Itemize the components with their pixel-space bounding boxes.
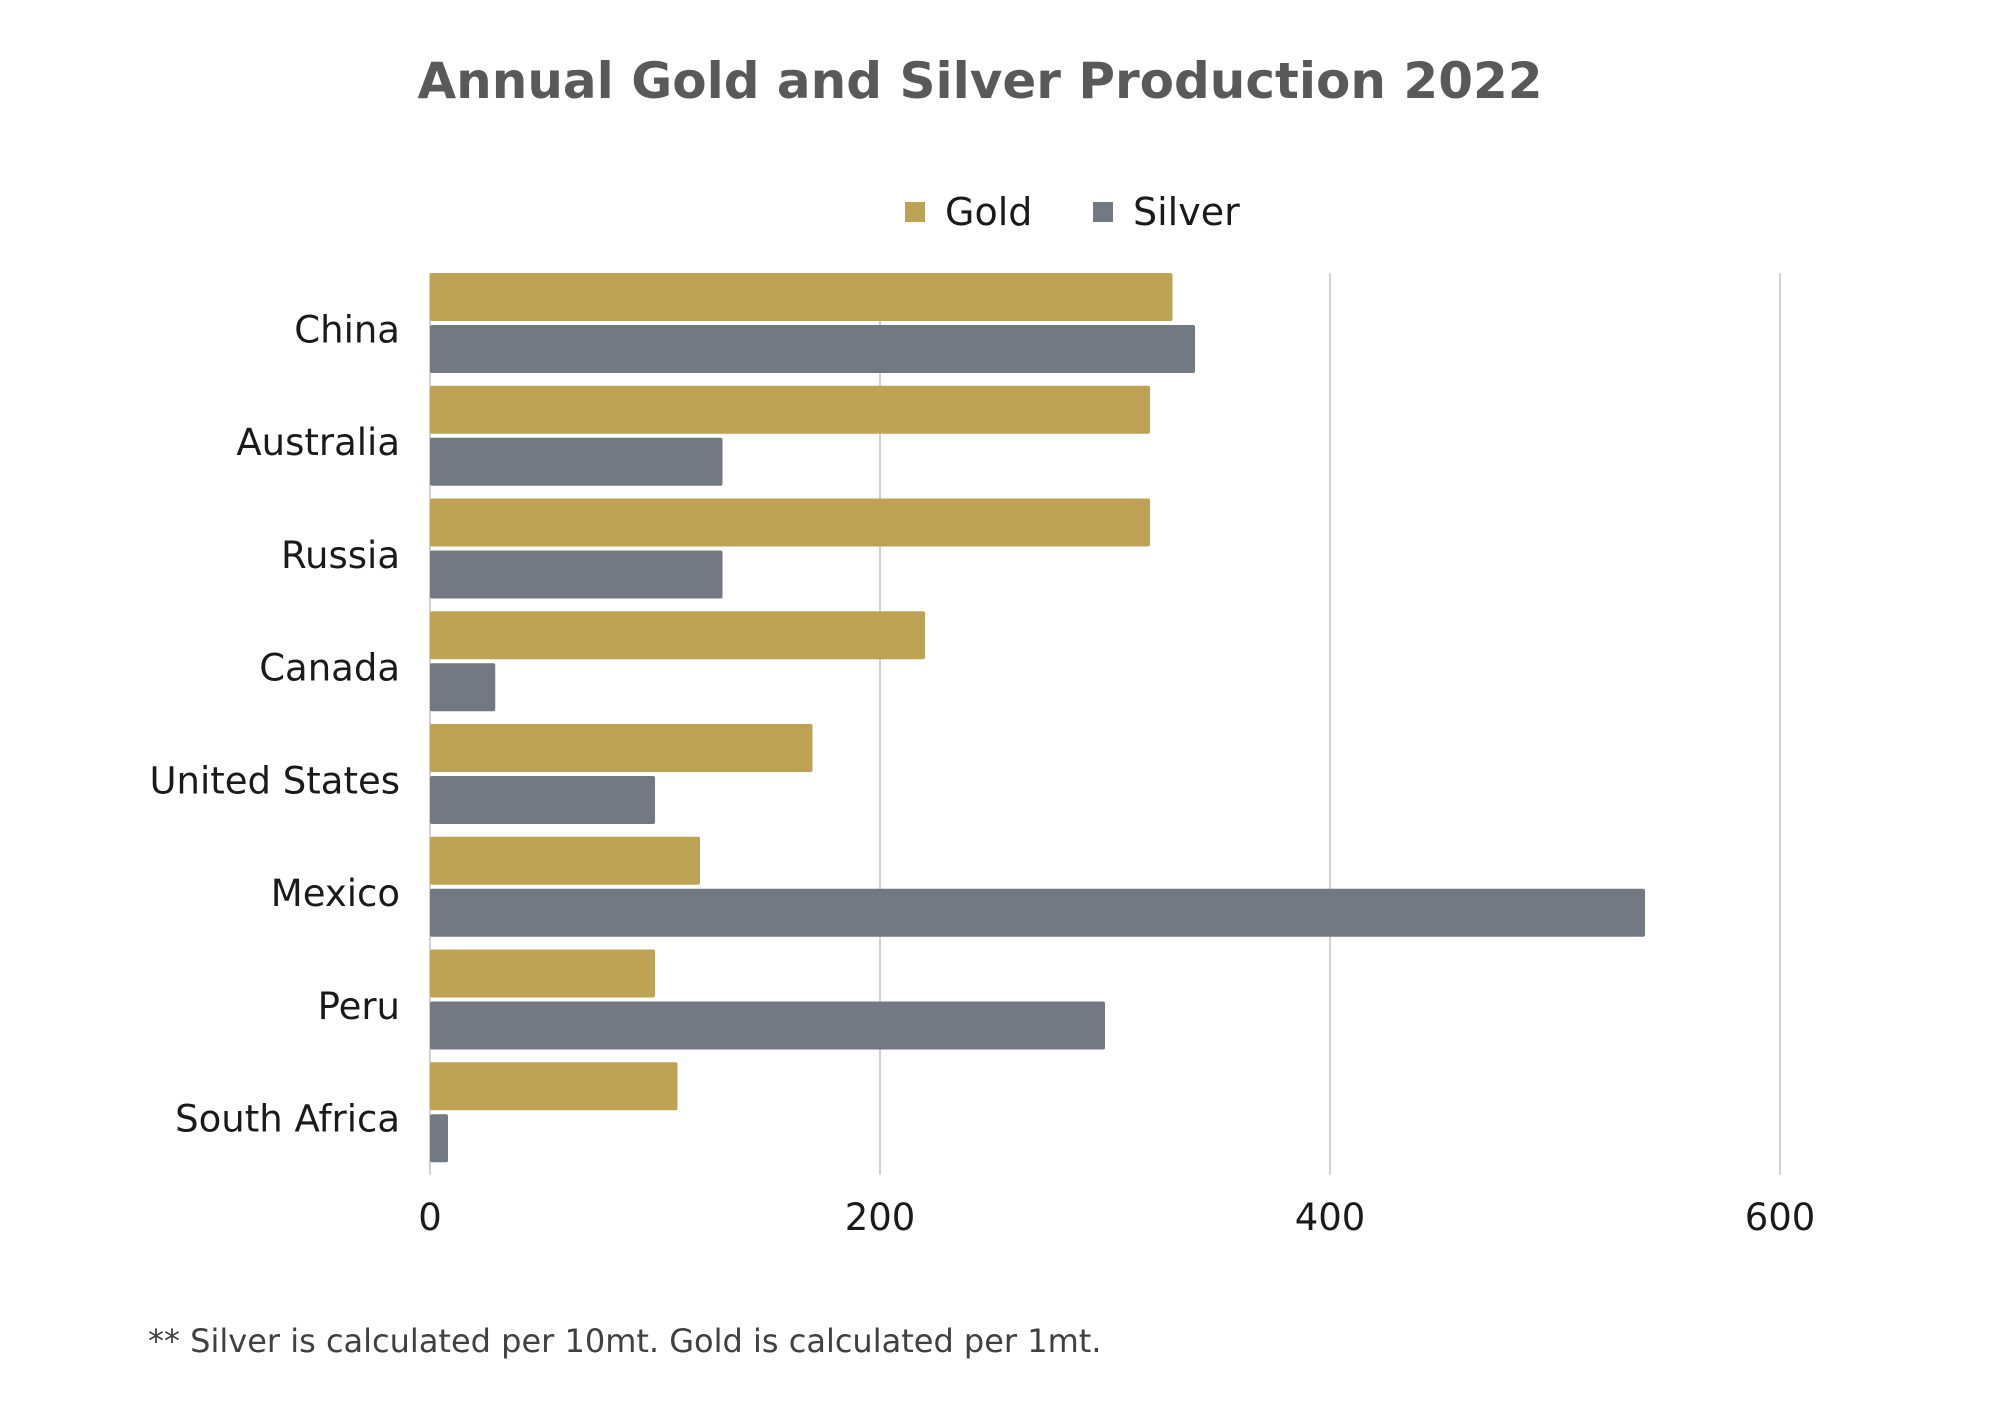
- x-tick-label: 200: [845, 1196, 916, 1239]
- legend-label-gold: Gold: [945, 190, 1032, 234]
- bar-gold-russia: [430, 498, 1150, 547]
- legend-label-silver: Silver: [1133, 190, 1240, 234]
- category-label: United States: [149, 759, 400, 802]
- bar-gold-australia: [430, 385, 1150, 434]
- bar-gold-united-states: [430, 724, 813, 772]
- legend: Gold Silver: [905, 190, 1240, 234]
- bars: [430, 273, 1645, 1163]
- chart-title: Annual Gold and Silver Production 2022: [417, 52, 1543, 110]
- bar-silver-china: [430, 325, 1195, 373]
- bar-silver-united-states: [430, 776, 655, 824]
- category-labels: China Australia Russia Canada United States M…: [149, 308, 400, 1140]
- bar-gold-mexico: [430, 836, 700, 885]
- bar-silver-australia: [430, 437, 723, 486]
- bar-silver-canada: [430, 663, 496, 712]
- bar-gold-south-africa: [430, 1062, 678, 1111]
- category-label: Russia: [281, 534, 400, 577]
- x-tick-label: 0: [418, 1196, 442, 1239]
- category-label: South Africa: [175, 1098, 400, 1141]
- x-axis-tick-labels: 0 200 400 600: [418, 1196, 1815, 1239]
- category-label: China: [294, 308, 400, 351]
- bar-gold-china: [430, 273, 1173, 321]
- category-label: Australia: [236, 421, 400, 464]
- bar-silver-peru: [430, 1001, 1105, 1050]
- legend-swatch-silver: [1093, 202, 1113, 222]
- bar-silver-south-africa: [430, 1114, 448, 1163]
- legend-swatch-gold: [905, 202, 925, 222]
- bar-silver-russia: [430, 550, 723, 599]
- bar-gold-canada: [430, 611, 925, 660]
- bar-gold-peru: [430, 949, 655, 998]
- x-tick-label: 600: [1745, 1196, 1816, 1239]
- category-label: Canada: [259, 647, 400, 690]
- x-tick-label: 400: [1295, 1196, 1366, 1239]
- bar-silver-mexico: [430, 888, 1645, 937]
- footnote: ** Silver is calculated per 10mt. Gold i…: [148, 1322, 1102, 1360]
- category-label: Mexico: [271, 872, 400, 915]
- category-label: Peru: [318, 985, 400, 1028]
